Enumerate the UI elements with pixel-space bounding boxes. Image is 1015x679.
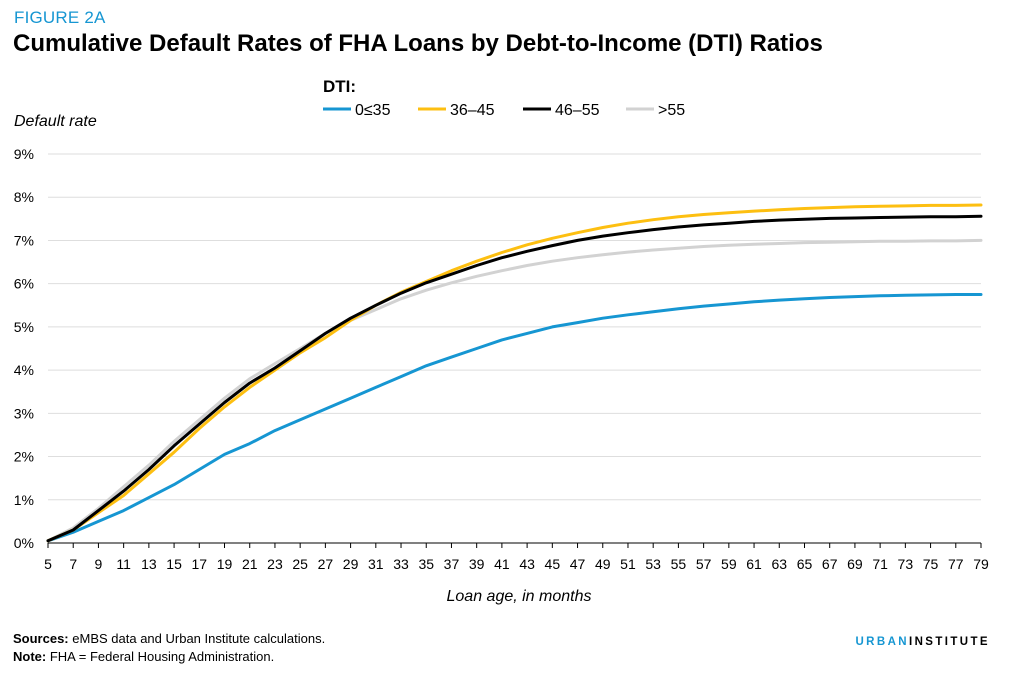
x-tick-label: 15 — [166, 556, 182, 572]
x-tick-label: 7 — [69, 556, 77, 572]
series-line-2 — [46, 203, 983, 543]
x-tick-label: 59 — [721, 556, 737, 572]
legend-label-1: 0≤35 — [355, 102, 391, 119]
x-tick-label: 17 — [192, 556, 208, 572]
x-tick-label: 33 — [393, 556, 409, 572]
x-tick-label: 29 — [343, 556, 359, 572]
gridlines — [48, 153, 981, 544]
x-tick-label: 77 — [948, 556, 964, 572]
series-line-1 — [46, 293, 983, 543]
x-tick-label: 35 — [418, 556, 434, 572]
x-tick-label: 9 — [95, 556, 103, 572]
x-tick-label: 67 — [822, 556, 838, 572]
line-chart: 0%1%2%3%4%5%6%7%8%9% 5 7 9 11 13 15 17 19 21 23 25… — [14, 77, 989, 605]
x-tick-label: 39 — [469, 556, 485, 572]
legend-label-3: 46–55 — [555, 102, 600, 119]
x-tick-label: 71 — [872, 556, 888, 572]
sources-label: Sources: — [13, 631, 69, 646]
x-tick-label: 43 — [519, 556, 535, 572]
note-text: FHA = Federal Housing Administration. — [49, 649, 275, 664]
series-lines — [46, 203, 983, 543]
x-tick-label: 73 — [898, 556, 914, 572]
x-tick-label: 25 — [292, 556, 308, 572]
x-tick-label: 61 — [746, 556, 762, 572]
series-line-4 — [46, 238, 983, 543]
x-tick-label: 47 — [570, 556, 586, 572]
y-tick-label: 7% — [14, 232, 34, 248]
note-line: Note: FHA = Federal Housing Administrati… — [13, 648, 325, 666]
series-line-3 — [46, 214, 983, 543]
x-tick-label: 49 — [595, 556, 611, 572]
y-axis-label: Default rate — [14, 113, 97, 130]
x-tick-label: 69 — [847, 556, 863, 572]
x-tick-label: 41 — [494, 556, 510, 572]
sources-line: Sources: eMBS data and Urban Institute c… — [13, 630, 325, 648]
x-tick-label: 23 — [267, 556, 283, 572]
x-tick-label: 13 — [141, 556, 157, 572]
note-label: Note: — [13, 649, 47, 664]
legend: DTI: 0≤35 36–45 46–55 >55 — [323, 77, 685, 119]
y-tick-label: 2% — [14, 449, 34, 465]
x-axis-ticks: 5 7 9 11 13 15 17 19 21 23 25 27 29 31 33 35 37 39 41 43 45 4… — [44, 543, 989, 572]
x-tick-label: 63 — [771, 556, 787, 572]
x-tick-label: 45 — [545, 556, 561, 572]
footer-notes: Sources: eMBS data and Urban Institute c… — [13, 630, 325, 666]
brand-part1: URBAN — [855, 636, 909, 648]
x-tick-label: 31 — [368, 556, 384, 572]
x-tick-label: 65 — [797, 556, 813, 572]
y-tick-label: 3% — [14, 405, 34, 421]
brand-logo: URBANINSTITUTE — [855, 636, 990, 648]
x-tick-label: 27 — [318, 556, 334, 572]
chart-title: Cumulative Default Rates of FHA Loans by… — [13, 30, 823, 57]
y-tick-label: 4% — [14, 362, 34, 378]
x-tick-label: 55 — [671, 556, 687, 572]
y-tick-label: 8% — [14, 189, 34, 205]
y-tick-label: 5% — [14, 319, 34, 335]
sources-text: eMBS data and Urban Institute calculatio… — [72, 631, 326, 646]
x-tick-label: 57 — [696, 556, 712, 572]
x-tick-label: 21 — [242, 556, 258, 572]
x-tick-label: 75 — [923, 556, 939, 572]
x-tick-label: 5 — [44, 556, 52, 572]
x-tick-label: 79 — [973, 556, 989, 572]
x-tick-label: 37 — [444, 556, 460, 572]
legend-label-2: 36–45 — [450, 102, 495, 119]
legend-label-4: >55 — [658, 102, 685, 119]
legend-title: DTI: — [323, 77, 356, 96]
y-tick-label: 6% — [14, 276, 34, 292]
x-tick-label: 51 — [620, 556, 636, 572]
y-tick-label: 0% — [14, 535, 34, 551]
y-axis-ticks: 0% 1% 2% 3% 4% 5% 6% 7% 8% 9% — [14, 146, 34, 551]
x-axis-label: Loan age, in months — [447, 588, 592, 605]
figure-label: FIGURE 2A — [14, 8, 106, 27]
x-tick-label: 53 — [645, 556, 661, 572]
y-tick-label: 1% — [14, 492, 34, 508]
brand-part2: INSTITUTE — [908, 636, 990, 648]
x-tick-label: 11 — [116, 556, 131, 572]
x-tick-label: 19 — [217, 556, 233, 572]
y-tick-label: 9% — [14, 146, 34, 162]
